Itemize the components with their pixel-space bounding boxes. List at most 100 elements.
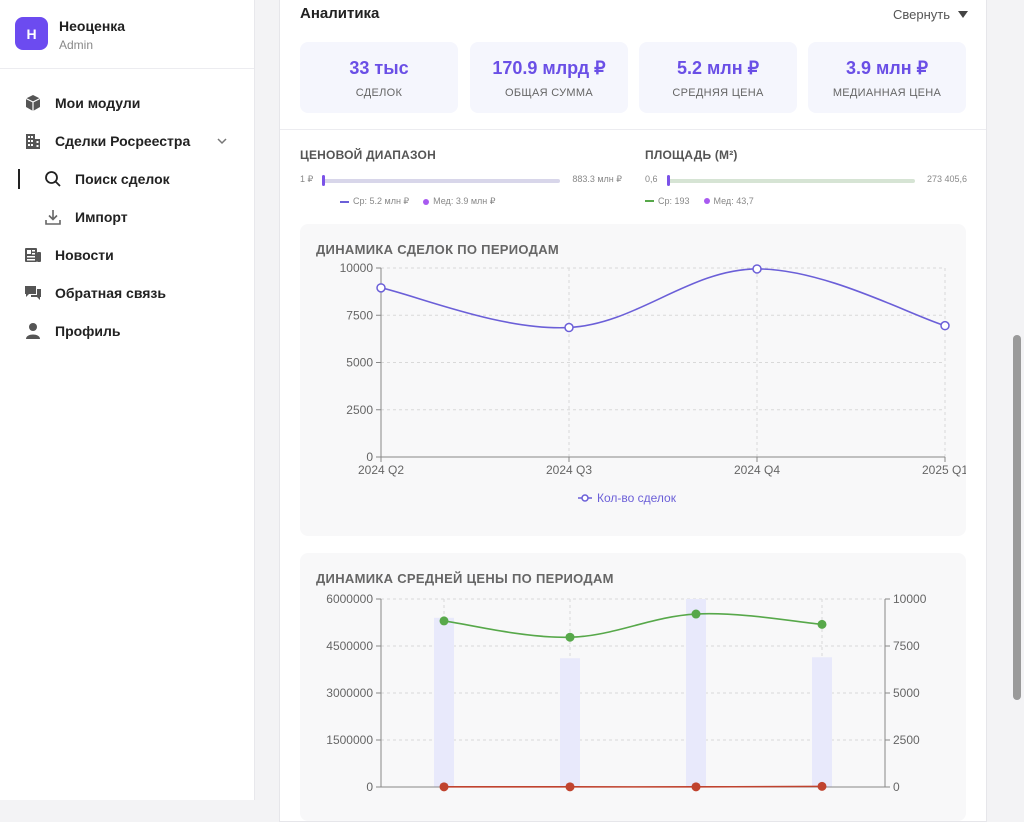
price-range-handle[interactable] [322,175,325,186]
range-max: 883.3 млн ₽ [572,174,622,184]
y-left-tick-label: 0 [366,780,373,794]
chart-title: ДИНАМИКА СДЕЛОК ПО ПЕРИОДАМ [316,242,560,257]
legend-median: Мед: 3.9 млн ₽ [423,196,495,207]
dot-icon [703,198,710,204]
y-tick-label: 5000 [346,356,373,370]
kpi-row: 33 тыс СДЕЛОК 170.9 млрд ₽ ОБЩАЯ СУММА 5… [300,42,966,114]
data-point [691,782,701,792]
y-left-tick-label: 6000000 [326,592,373,606]
x-tick-label: 2024 Q2 [358,463,404,477]
range-min: 0,6 [645,174,658,184]
kpi-label: СДЕЛОК [355,87,403,99]
kpi-value: 3.9 млн ₽ [845,58,929,78]
range-min: 1 ₽ [300,174,314,184]
kpi-label: МЕДИАННАЯ ЦЕНА [832,87,942,99]
y-right-tick-label: 2500 [893,733,920,747]
sidebar-item-search[interactable]: Поиск сделок [0,160,254,198]
range-legend: Ср: 193 Мед: 43,7 [645,196,754,206]
area-range-track[interactable] [667,179,915,183]
legend-average-label: Ср: 193 [658,196,690,206]
price-chart: 0 1500000 3000000 4500000 6000000 0 2500 5000 75… [326,592,927,794]
y-right-tick-label: 5000 [893,686,920,700]
data-point [817,781,827,791]
price-chart-card: ДИНАМИКА СРЕДНЕЙ ЦЕНЫ ПО ПЕРИОДАМ 0 15000… [300,553,966,821]
kpi-value: 33 тыс [349,58,409,78]
sidebar-item-label: Импорт [75,209,128,225]
divider [280,129,986,130]
data-point [439,616,449,626]
sidebar-item-modules[interactable]: Мои модули [0,84,254,122]
y-tick-label: 0 [366,450,373,464]
sidebar-item-deals[interactable]: Сделки Росреестра [0,122,254,160]
search-icon [45,171,61,187]
y-tick-label: 7500 [346,308,373,322]
y-right-tick-label: 7500 [893,639,920,653]
sidebar-item-news[interactable]: Новости [0,236,254,274]
data-point [817,619,827,629]
line-icon [340,200,349,203]
price-range-track[interactable] [322,179,560,183]
range-max: 273 405,6 [926,174,967,184]
bar [812,657,832,787]
y-left-tick-label: 3000000 [326,686,373,700]
sidebar-item-label: Профиль [55,323,121,339]
x-tick-label: 2024 Q4 [734,463,780,477]
series-line [444,785,823,788]
scrollbar-thumb[interactable] [1013,335,1021,700]
x-tick-label: 2025 Q1 [922,463,966,477]
sidebar-item-label: Мои модули [55,95,141,111]
price-range: ЦЕНОВОЙ ДИАПАЗОН 1 ₽ 883.3 млн ₽ Ср: 5.2… [300,146,622,206]
collapse-button[interactable]: Свернуть [893,7,968,22]
news-icon [25,248,41,262]
brand-header: Н Неоценка Admin [0,0,254,69]
kpi-label: СРЕДНЯЯ ЦЕНА [672,87,764,99]
chevron-down-icon[interactable] [216,135,228,147]
series-line [380,268,946,329]
legend-median: Мед: 43,7 [703,196,754,206]
bar [434,617,454,787]
y-right-tick-label: 0 [893,780,900,794]
series-line [443,612,823,639]
range-legend: Ср: 5.2 млн ₽ Мед: 3.9 млн ₽ [340,196,495,207]
x-tick-label: 2024 Q3 [546,463,592,477]
sidebar-item-label: Новости [55,247,114,263]
data-point [940,320,950,331]
user-role: Admin [59,38,94,52]
sidebar-item-import[interactable]: Импорт [0,198,254,236]
area-range-handle[interactable] [667,175,670,186]
kpi-label: ОБЩАЯ СУММА [505,87,593,99]
brand-name: Неоценка [59,18,126,34]
legend-median-label: Мед: 43,7 [713,196,754,206]
range-title: ПЛОЩАДЬ (М²) [645,148,738,162]
sidebar-item-feedback[interactable]: Обратная связь [0,274,254,312]
sidebar-item-profile[interactable]: Профиль [0,312,254,350]
deals-chart: 0 2500 5000 7500 10000 2024 Q2 2024 Q3 2024 Q4 2… [340,261,966,505]
analytics-panel: Аналитика Свернуть 33 тыс СДЕЛОК 170.9 м… [279,0,987,822]
legend-average: Ср: 193 [645,196,690,206]
legend-median-label: Мед: 3.9 млн ₽ [433,196,496,206]
kpi-value: 170.9 млрд ₽ [492,58,606,78]
dot-icon [423,198,430,205]
data-point [691,609,701,619]
y-tick-label: 10000 [340,261,374,275]
building-icon [26,134,40,149]
sidebar-item-label: Обратная связь [55,285,166,301]
legend-average: Ср: 5.2 млн ₽ [340,196,409,207]
y-left-tick-label: 1500000 [326,733,373,747]
kpi-value: 5.2 млн ₽ [676,58,760,78]
data-point [565,632,575,642]
sidebar-item-label: Сделки Росреестра [55,133,191,149]
y-left-tick-label: 4500000 [326,639,373,653]
sidebar-nav: Мои модули Сделки Росреестра Поиск сдело… [0,84,254,350]
download-icon [45,210,61,225]
data-point [439,782,449,792]
line-icon [645,200,654,202]
data-point [565,782,575,792]
kpi-card-median: 3.9 млн ₽ МЕДИАННАЯ ЦЕНА [808,42,966,113]
sidebar-item-label: Поиск сделок [75,171,170,187]
triangle-down-icon [958,11,968,18]
brand-logo: Н [15,17,48,50]
y-right-tick-label: 10000 [893,592,927,606]
chart-title: ДИНАМИКА СРЕДНЕЙ ЦЕНЫ ПО ПЕРИОДАМ [316,571,614,586]
bar [686,599,706,787]
